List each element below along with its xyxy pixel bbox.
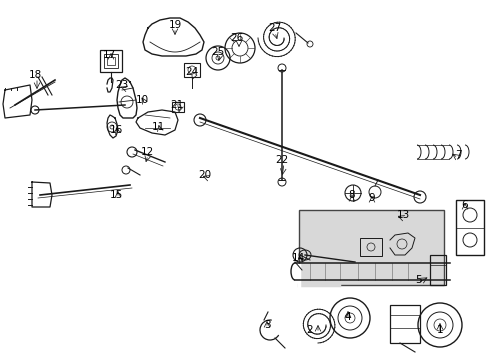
Bar — [455, 200, 483, 255]
Bar — [429, 255, 445, 285]
Text: 22: 22 — [275, 155, 288, 165]
Text: 10: 10 — [135, 95, 148, 105]
Text: 24: 24 — [185, 67, 198, 77]
Text: 7: 7 — [454, 150, 460, 160]
Bar — [183, 63, 200, 77]
Text: 27: 27 — [268, 23, 281, 33]
Text: 1: 1 — [436, 325, 443, 335]
Bar — [104, 54, 118, 68]
Text: 16: 16 — [109, 125, 122, 135]
Text: 14: 14 — [291, 253, 304, 263]
Bar — [298, 210, 443, 285]
Text: 4: 4 — [344, 312, 350, 322]
Text: 2: 2 — [306, 325, 313, 335]
Bar — [107, 57, 115, 65]
Text: 26: 26 — [230, 33, 243, 43]
Text: 20: 20 — [198, 170, 211, 180]
Text: 19: 19 — [168, 20, 181, 30]
Text: 25: 25 — [211, 47, 224, 57]
Text: 5: 5 — [414, 275, 421, 285]
Text: 3: 3 — [263, 320, 270, 330]
Text: 17: 17 — [102, 50, 115, 60]
Text: 18: 18 — [28, 70, 41, 80]
Text: 23: 23 — [115, 80, 128, 90]
Text: 12: 12 — [140, 147, 153, 157]
Text: 15: 15 — [109, 190, 122, 200]
Bar — [359, 238, 381, 256]
Bar — [389, 305, 419, 343]
Text: 11: 11 — [151, 122, 164, 132]
Text: 21: 21 — [170, 100, 183, 110]
Text: 8: 8 — [348, 190, 355, 200]
Text: 13: 13 — [396, 210, 409, 220]
Bar — [172, 102, 183, 112]
Bar — [100, 50, 122, 72]
Text: 9: 9 — [368, 193, 375, 203]
Text: 6: 6 — [461, 200, 468, 210]
